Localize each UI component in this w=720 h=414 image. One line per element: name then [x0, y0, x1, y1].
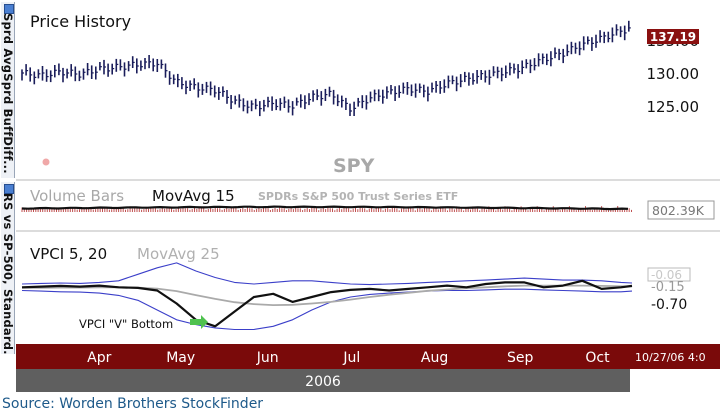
vpci-ma-label: MovAvg 25	[137, 245, 220, 263]
volume-last-value: 802.39K	[652, 203, 705, 218]
volume-bars	[21, 206, 632, 212]
month-label: Jul	[342, 350, 360, 366]
vpci-title: VPCI 5, 20	[30, 245, 107, 263]
month-axis-bar	[16, 344, 720, 369]
volume-pane[interactable]: Volume Bars MovAvg 15 SPDRs S&P 500 Trus…	[21, 187, 715, 220]
source-caption: Source: Worden Brothers StockFinder	[2, 396, 264, 412]
price-symbol: SPY	[333, 155, 375, 177]
price-tick-label: 125.00	[647, 98, 700, 116]
vpci-value-box	[647, 267, 691, 282]
last-price-badge-bg	[647, 29, 699, 44]
month-label: Sep	[507, 350, 534, 366]
vpci-annotation-arrow-icon	[190, 315, 208, 329]
vpci-line	[21, 279, 633, 328]
month-label: Aug	[421, 350, 448, 366]
price-title: Price History	[30, 12, 131, 31]
month-label: Jun	[256, 350, 279, 366]
month-label: Oct	[585, 350, 610, 366]
month-label: May	[166, 350, 195, 366]
last-price-badge: 137.19	[650, 30, 696, 44]
volume-ma-line	[21, 205, 629, 211]
price-tick-label: 130.00	[647, 65, 700, 83]
vpci-annotation: VPCI "V" Bottom	[79, 317, 173, 331]
vpci-lines	[21, 262, 633, 331]
vpci-pane[interactable]: VPCI 5, 20 MovAvg 25 VPCI "V" Bottom -0.…	[21, 245, 691, 331]
top-side-tab[interactable]: Sprd AvgSprd BuffDiff...	[1, 2, 15, 178]
price-pane-background	[18, 3, 720, 180]
vpci-ma-line	[22, 284, 632, 306]
volume-description: SPDRs S&P 500 Trust Series ETF	[258, 190, 458, 203]
panel-icon	[4, 184, 14, 194]
vpci-value-ma: -0.15	[651, 280, 685, 295]
month-label: Apr	[87, 350, 111, 366]
vpci-value-lower: -0.70	[651, 297, 687, 313]
volume-value-box	[647, 200, 715, 220]
panel-icon	[4, 4, 14, 14]
price-bars	[21, 20, 631, 117]
bottom-side-tab[interactable]: RS vs SP-500, Standard...	[1, 182, 15, 354]
month-axis: Apr May Jun Jul Aug Sep Oct	[87, 350, 610, 366]
vpci-upper-band	[21, 262, 633, 286]
volume-ma-label: MovAvg 15	[152, 187, 235, 205]
axis-year: 2006	[305, 374, 341, 390]
vpci-value-upper: -0.06	[651, 268, 682, 282]
axis-end-date: 10/27/06 4:0	[635, 351, 706, 364]
year-axis-bar	[16, 369, 630, 392]
volume-title: Volume Bars	[30, 187, 124, 205]
pane-marker-dot	[42, 158, 50, 166]
